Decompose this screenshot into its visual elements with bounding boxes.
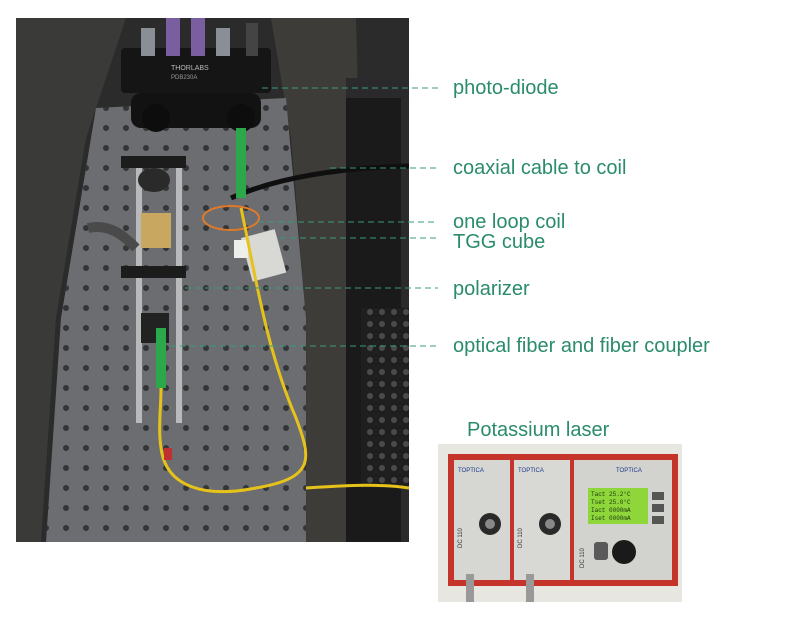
svg-text:DC 110: DC 110: [458, 527, 464, 548]
optical-fiber: [158, 207, 308, 494]
svg-text:TOPTICA: TOPTICA: [458, 468, 484, 474]
foam-left: [16, 18, 126, 542]
svg-text:DC 110: DC 110: [580, 547, 586, 568]
fiber-mount: [141, 213, 171, 248]
svg-text:TOPTICA: TOPTICA: [518, 468, 544, 474]
foam-right: [271, 18, 361, 542]
label-photo-diode: photo-diode: [453, 77, 559, 99]
label-one-loop-coil: one loop coil: [453, 211, 566, 233]
lcd-display: [588, 488, 648, 524]
svg-text:DC 110: DC 110: [518, 527, 524, 548]
model-text: PDB230A: [171, 75, 197, 81]
setup-photo: THORLABS PDB230A: [16, 18, 409, 542]
lcd-line-3: Iact 0000mA: [591, 507, 631, 514]
label-polarizer: polarizer: [453, 278, 530, 300]
fiber-connector-top: [236, 128, 246, 198]
lcd-line-4: Iset 0000mA: [591, 515, 631, 522]
laser-title: Potassium laser: [467, 419, 610, 441]
photo-diode-box: [121, 48, 271, 93]
lcd-line-2: Tset 25.0°C: [591, 499, 631, 506]
laser-photo: TOPTICA DC 110 TOPTICA DC 110 TOPTICA Ta…: [438, 444, 682, 602]
tgg-cube: [234, 240, 248, 258]
coax-cable: [229, 163, 409, 201]
label-tgg-cube: TGG cube: [453, 231, 546, 253]
laser-knob: [612, 540, 636, 564]
brand-text: THORLABS: [171, 65, 209, 72]
loop-coil: [202, 205, 260, 231]
lcd-line-1: Tact 25.2°C: [591, 491, 631, 498]
label-coaxial-cable: coaxial cable to coil: [453, 157, 627, 179]
fiber-connector-bottom: [156, 328, 166, 388]
label-optical-fiber: optical fiber and fiber coupler: [453, 335, 710, 357]
bnc-connectors: [141, 18, 258, 56]
svg-text:TOPTICA: TOPTICA: [616, 468, 642, 474]
